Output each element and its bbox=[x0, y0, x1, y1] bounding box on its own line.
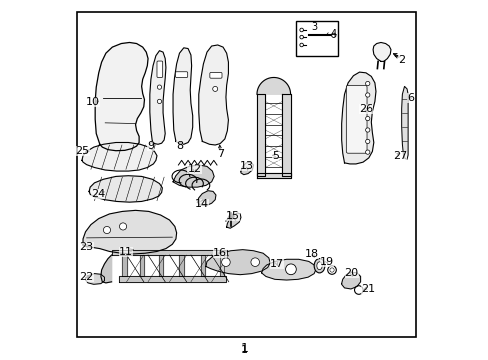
Polygon shape bbox=[257, 94, 264, 176]
Polygon shape bbox=[101, 255, 111, 283]
Text: 21: 21 bbox=[360, 284, 374, 294]
Polygon shape bbox=[85, 274, 104, 284]
Polygon shape bbox=[173, 48, 192, 144]
Text: 11: 11 bbox=[119, 247, 133, 257]
Circle shape bbox=[285, 264, 296, 275]
Circle shape bbox=[365, 139, 369, 144]
Circle shape bbox=[157, 85, 162, 89]
Polygon shape bbox=[282, 94, 290, 176]
Text: 7: 7 bbox=[216, 149, 224, 159]
Text: 26: 26 bbox=[358, 104, 372, 113]
Text: 15: 15 bbox=[225, 211, 240, 221]
Polygon shape bbox=[261, 259, 315, 280]
Ellipse shape bbox=[313, 258, 324, 273]
Text: 5: 5 bbox=[272, 151, 279, 161]
Text: 17: 17 bbox=[269, 259, 283, 269]
Text: 22: 22 bbox=[80, 272, 94, 282]
Text: 24: 24 bbox=[91, 189, 105, 199]
Polygon shape bbox=[89, 176, 162, 202]
Circle shape bbox=[299, 35, 303, 39]
Polygon shape bbox=[201, 255, 205, 276]
Text: 10: 10 bbox=[85, 97, 100, 107]
Polygon shape bbox=[140, 255, 144, 276]
Circle shape bbox=[299, 28, 303, 32]
Polygon shape bbox=[119, 276, 225, 282]
FancyBboxPatch shape bbox=[157, 61, 163, 77]
Polygon shape bbox=[159, 255, 163, 276]
Text: 14: 14 bbox=[194, 199, 208, 209]
Text: 18: 18 bbox=[304, 249, 318, 259]
Circle shape bbox=[354, 286, 363, 294]
Polygon shape bbox=[95, 42, 148, 151]
Text: 12: 12 bbox=[187, 164, 201, 174]
Polygon shape bbox=[197, 191, 216, 206]
Polygon shape bbox=[111, 249, 226, 255]
Circle shape bbox=[250, 258, 259, 266]
Circle shape bbox=[119, 223, 126, 230]
Circle shape bbox=[157, 99, 162, 104]
Polygon shape bbox=[122, 255, 126, 276]
Polygon shape bbox=[341, 72, 375, 164]
Text: 13: 13 bbox=[240, 161, 253, 171]
Circle shape bbox=[212, 86, 217, 91]
Text: 19: 19 bbox=[319, 257, 333, 267]
Circle shape bbox=[299, 43, 303, 47]
Polygon shape bbox=[220, 255, 224, 276]
Polygon shape bbox=[257, 77, 290, 94]
Text: 25: 25 bbox=[76, 147, 90, 157]
Circle shape bbox=[365, 150, 369, 154]
Circle shape bbox=[103, 226, 110, 234]
Text: 20: 20 bbox=[344, 268, 358, 278]
Text: 2: 2 bbox=[397, 55, 405, 65]
Polygon shape bbox=[205, 249, 270, 275]
Polygon shape bbox=[149, 51, 165, 144]
Circle shape bbox=[365, 81, 369, 86]
Circle shape bbox=[221, 258, 230, 266]
FancyBboxPatch shape bbox=[209, 72, 222, 78]
Polygon shape bbox=[401, 86, 407, 159]
FancyBboxPatch shape bbox=[175, 72, 187, 77]
Polygon shape bbox=[372, 42, 390, 62]
Polygon shape bbox=[241, 162, 253, 175]
Circle shape bbox=[331, 33, 335, 37]
Text: 6: 6 bbox=[407, 93, 414, 103]
Circle shape bbox=[327, 266, 336, 274]
Polygon shape bbox=[198, 45, 228, 145]
Polygon shape bbox=[341, 272, 360, 289]
Circle shape bbox=[365, 128, 369, 132]
Bar bbox=[296, 21, 338, 56]
Polygon shape bbox=[173, 165, 214, 187]
Circle shape bbox=[365, 116, 369, 121]
Text: 8: 8 bbox=[176, 141, 183, 151]
Text: 3: 3 bbox=[311, 22, 317, 32]
Polygon shape bbox=[226, 213, 241, 228]
FancyBboxPatch shape bbox=[346, 85, 366, 153]
Circle shape bbox=[329, 268, 333, 272]
Text: 27: 27 bbox=[392, 151, 406, 161]
Text: 1: 1 bbox=[240, 342, 248, 355]
Text: 23: 23 bbox=[80, 242, 94, 252]
Polygon shape bbox=[179, 255, 183, 276]
Text: 1: 1 bbox=[241, 345, 247, 355]
Text: 16: 16 bbox=[213, 248, 227, 258]
Circle shape bbox=[365, 93, 369, 97]
Text: 9: 9 bbox=[147, 141, 154, 151]
Polygon shape bbox=[83, 210, 176, 254]
Polygon shape bbox=[82, 143, 157, 171]
Polygon shape bbox=[257, 173, 290, 178]
Ellipse shape bbox=[316, 262, 322, 270]
Circle shape bbox=[365, 105, 369, 109]
Text: 4: 4 bbox=[329, 28, 336, 39]
